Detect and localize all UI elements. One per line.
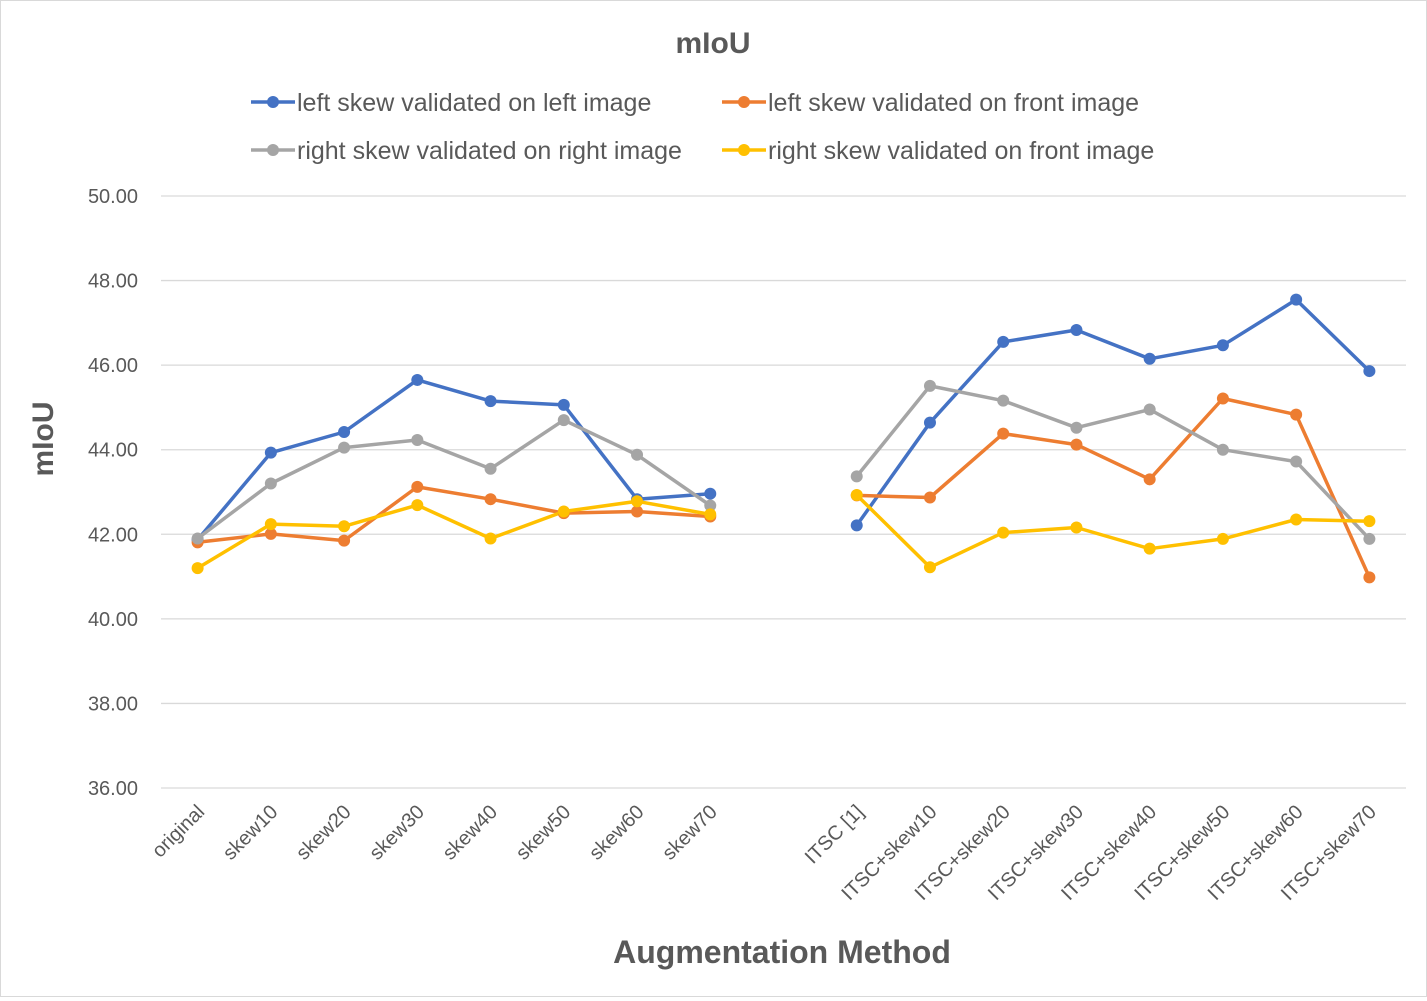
x-tick-label: skew30 [365, 801, 429, 865]
y-axis-ticks: 36.00 38.00 40.00 42.00 44.00 46.00 48.00 50.00 [88, 186, 138, 800]
data-point [997, 335, 1010, 348]
data-point [923, 491, 936, 504]
y-tick-label: 46.00 [88, 355, 138, 377]
data-point [1143, 352, 1156, 365]
data-point [411, 480, 424, 493]
data-point [1143, 473, 1156, 486]
data-point [1216, 443, 1229, 456]
x-tick-label: ITSC [1] [801, 801, 868, 868]
data-point [338, 441, 351, 454]
y-tick-label: 36.00 [88, 778, 138, 800]
data-point [1290, 293, 1303, 306]
series-line [195, 384, 1372, 541]
legend-swatch-marker [738, 96, 750, 108]
data-point [1070, 324, 1083, 337]
data-point [411, 433, 424, 446]
data-point [631, 448, 644, 461]
legend-label: right skew validated on front image [768, 137, 1154, 165]
legend-label: right skew validated on right image [297, 137, 682, 165]
data-point [1290, 455, 1303, 468]
y-tick-label: 42.00 [88, 524, 138, 546]
data-point [1363, 515, 1376, 528]
data-point [484, 462, 497, 475]
data-point [484, 395, 497, 408]
data-point [1216, 532, 1229, 545]
data-point [923, 561, 936, 574]
data-point [191, 532, 204, 545]
data-point [1143, 403, 1156, 416]
series-lines [195, 297, 1372, 580]
gridlines [161, 195, 1406, 789]
data-point [264, 446, 277, 459]
series-line [195, 396, 1372, 580]
legend: left skew validated on left image left sk… [251, 89, 1154, 165]
data-point [557, 414, 570, 427]
legend-swatch-marker [267, 144, 279, 156]
x-tick-label: skew70 [658, 801, 722, 865]
data-point [1363, 532, 1376, 545]
legend-label: left skew validated on left image [297, 89, 651, 117]
y-axis-label: mIoU [27, 402, 60, 477]
data-point [923, 379, 936, 392]
x-axis-ticks: original skew10 skew20 skew30 skew40 skew50 sk… [148, 801, 1381, 905]
series-line [195, 297, 1372, 542]
data-point [411, 499, 424, 512]
data-point [1216, 392, 1229, 405]
series-points [191, 293, 1376, 584]
data-point [704, 487, 717, 500]
data-point [997, 394, 1010, 407]
x-tick-label: skew10 [219, 801, 283, 865]
y-tick-label: 50.00 [88, 186, 138, 208]
data-point [557, 398, 570, 411]
data-point [411, 373, 424, 386]
data-point [1070, 438, 1083, 451]
data-point [484, 493, 497, 506]
chart-title: mIoU [676, 27, 751, 60]
data-point [997, 526, 1010, 539]
data-point [1070, 521, 1083, 534]
legend-swatch-marker [267, 96, 279, 108]
data-point [923, 416, 936, 429]
data-point [850, 470, 863, 483]
data-point [1070, 421, 1083, 434]
x-tick-label: skew20 [292, 801, 356, 865]
data-point [264, 477, 277, 490]
y-tick-label: 38.00 [88, 693, 138, 715]
legend-swatch-marker [738, 144, 750, 156]
x-tick-label: original [148, 801, 209, 862]
series-line [195, 493, 1372, 570]
data-point [1290, 513, 1303, 526]
legend-label: left skew validated on front image [768, 89, 1139, 117]
data-point [704, 508, 717, 521]
data-point [1216, 339, 1229, 352]
x-tick-label: skew40 [439, 801, 503, 865]
data-point [1290, 408, 1303, 421]
data-point [704, 499, 717, 512]
data-point [631, 495, 644, 508]
data-point [850, 488, 863, 501]
y-tick-label: 48.00 [88, 271, 138, 293]
data-point [338, 425, 351, 438]
data-point [264, 518, 277, 531]
x-axis-label: Augmentation Method [613, 934, 951, 970]
data-point [557, 505, 570, 518]
x-tick-label: skew60 [585, 801, 649, 865]
data-point [1143, 542, 1156, 555]
data-point [997, 427, 1010, 440]
data-point [1363, 571, 1376, 584]
data-point [264, 527, 277, 540]
data-point [338, 534, 351, 547]
y-tick-label: 44.00 [88, 440, 138, 462]
x-tick-label: skew50 [512, 801, 576, 865]
y-tick-label: 40.00 [88, 609, 138, 631]
data-point [191, 562, 204, 575]
data-point [338, 520, 351, 533]
data-point [631, 505, 644, 518]
data-point [484, 532, 497, 545]
data-point [1363, 365, 1376, 378]
data-point [850, 519, 863, 532]
